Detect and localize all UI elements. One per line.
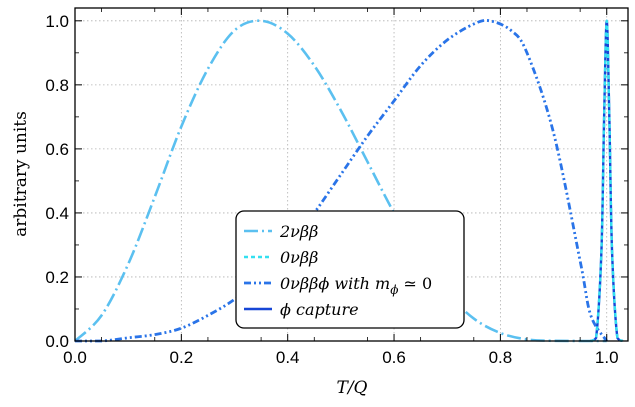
legend-label-2: 0νββϕ with mϕ ≃ 0 <box>280 274 432 297</box>
x-axis-label: T/Q <box>336 378 367 398</box>
y-axis-label: arbitrary units <box>11 111 31 237</box>
x-tick-label: 0.8 <box>489 348 513 367</box>
legend-label-3: ϕ capture <box>280 300 359 319</box>
y-tick-label: 1.0 <box>45 12 69 31</box>
legend-box <box>235 210 465 329</box>
series-layer <box>74 19 624 343</box>
y-tick-label: 0.8 <box>45 76 69 95</box>
legend: 2νββ 0νββ 0νββϕ with mϕ ≃ 0 ϕ capture <box>235 210 465 329</box>
x-tick-label: 0.0 <box>63 348 87 367</box>
x-tick-label: 0.6 <box>382 348 406 367</box>
series-line-2 <box>74 19 608 343</box>
x-tick-label: 1.0 <box>595 348 619 367</box>
x-tick-label: 0.4 <box>276 348 300 367</box>
legend-label-main: ϕ capture <box>280 300 359 319</box>
legend-label-main: 0νββ <box>280 248 318 267</box>
series-line-0 <box>74 19 607 343</box>
legend-label-main: 2νββ <box>279 222 318 241</box>
legend-label-sub: ϕ <box>390 283 398 297</box>
legend-label-tail: ≃ 0 <box>398 274 432 293</box>
ticks: 0.0 0.2 0.4 0.6 0.8 1.0 0.0 0.2 0.4 0.6 0.8 1.0 <box>45 8 628 367</box>
series-line-1 <box>590 19 624 343</box>
plot-frame <box>74 7 629 342</box>
y-tick-label: 0.4 <box>45 204 69 223</box>
y-tick-label: 0.2 <box>45 268 69 287</box>
y-tick-label: 0.6 <box>45 140 69 159</box>
legend-label-1: 0νββ <box>280 248 318 267</box>
legend-label-main: 0νββϕ with m <box>280 274 390 293</box>
y-tick-label: 0.0 <box>45 332 69 351</box>
x-tick-label: 0.2 <box>170 348 194 367</box>
legend-label-0: 2νββ <box>279 222 318 241</box>
